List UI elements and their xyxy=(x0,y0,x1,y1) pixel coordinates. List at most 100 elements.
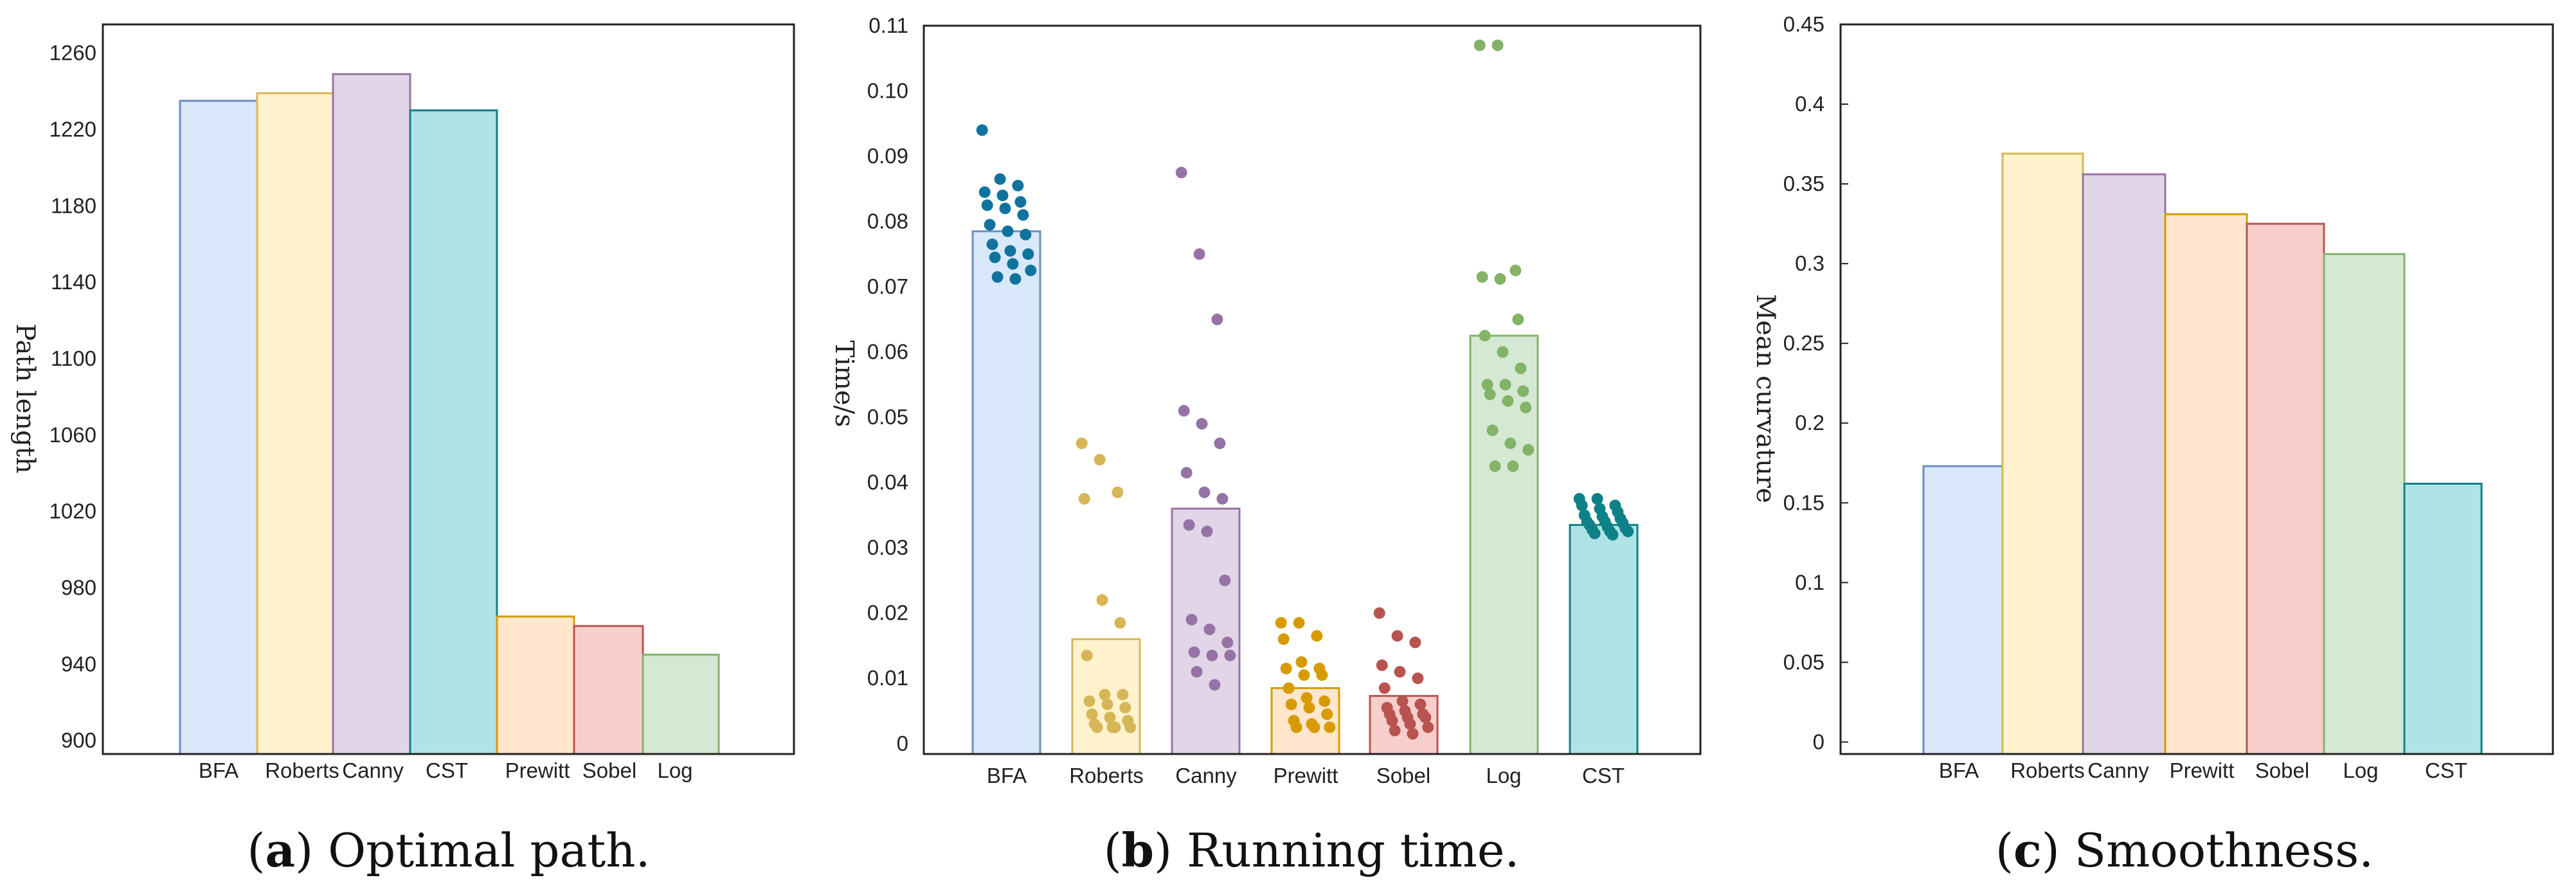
point-prewitt xyxy=(1321,708,1333,721)
x-tick-label-cst: CST xyxy=(1582,764,1625,787)
bar-sobel xyxy=(573,625,644,755)
point-sobel xyxy=(1414,698,1427,710)
point-bfa xyxy=(1017,209,1029,221)
point-prewitt xyxy=(1319,695,1331,707)
point-log xyxy=(1517,385,1529,397)
point-prewitt xyxy=(1277,633,1290,645)
point-log xyxy=(1497,346,1509,358)
point-prewitt xyxy=(1303,701,1315,714)
point-sobel xyxy=(1391,630,1403,642)
caption-a: (a) Optimal path. xyxy=(247,823,650,877)
point-log xyxy=(1515,363,1527,374)
x-tick-label-log: Log xyxy=(1486,764,1521,787)
point-prewitt xyxy=(1280,663,1292,674)
point-bfa xyxy=(1007,258,1019,270)
caption-c-letter: c xyxy=(2013,823,2042,877)
chart-c-ylabel: Mean curvature xyxy=(1751,294,1780,503)
point-canny xyxy=(1219,574,1231,586)
point-bfa xyxy=(976,124,988,136)
x-tick-label-bfa: BFA xyxy=(1939,759,1979,782)
y-tick-label: 0.35 xyxy=(1783,172,1824,195)
point-bfa xyxy=(996,190,1009,201)
point-log xyxy=(1499,379,1511,391)
point-sobel xyxy=(1389,724,1401,737)
point-roberts xyxy=(1091,721,1103,733)
point-log xyxy=(1522,444,1535,456)
point-bfa xyxy=(1022,248,1034,260)
point-canny xyxy=(1209,679,1221,691)
chart-a-frame xyxy=(102,23,795,755)
point-roberts xyxy=(1109,721,1121,733)
point-bfa xyxy=(978,186,991,198)
point-roberts xyxy=(1076,437,1088,449)
point-log xyxy=(1486,424,1499,436)
point-log xyxy=(1491,39,1504,51)
y-tick-label: 0.01 xyxy=(867,666,908,690)
y-tick-label: 0 xyxy=(897,732,908,755)
y-tick-label: 0.06 xyxy=(867,340,908,364)
point-canny xyxy=(1180,467,1193,479)
bar-log xyxy=(642,653,720,755)
point-log xyxy=(1481,379,1493,391)
bar-log xyxy=(2323,253,2406,755)
point-canny xyxy=(1175,166,1187,179)
point-log xyxy=(1512,313,1524,325)
point-bfa xyxy=(986,238,998,251)
y-tick-label: 0.03 xyxy=(867,535,908,559)
x-tick-label-log: Log xyxy=(2343,759,2378,782)
y-tick-label: 940 xyxy=(61,652,96,676)
caption-a-letter: a xyxy=(266,823,296,877)
point-roberts xyxy=(1124,721,1137,733)
x-tick-label-bfa: BFA xyxy=(987,764,1027,787)
y-tick-label: 0.4 xyxy=(1795,92,1824,116)
caption-c: (c) Smoothness. xyxy=(1995,823,2373,877)
point-sobel xyxy=(1412,672,1424,685)
point-roberts xyxy=(1083,695,1095,707)
y-tick-label: 980 xyxy=(61,576,96,600)
point-sobel xyxy=(1376,659,1388,671)
point-roberts xyxy=(1104,712,1116,724)
bar-cst xyxy=(2403,482,2483,755)
point-bfa xyxy=(1009,273,1022,285)
point-log xyxy=(1484,388,1496,400)
x-tick-label-canny: Canny xyxy=(2087,759,2149,782)
point-prewitt xyxy=(1308,721,1320,733)
point-cst xyxy=(1607,528,1619,541)
point-bfa xyxy=(994,173,1006,185)
point-bfa xyxy=(1002,225,1014,237)
y-tick-label: 0.05 xyxy=(1783,650,1824,674)
point-prewitt xyxy=(1298,669,1310,681)
y-tick-label: 0.2 xyxy=(1795,411,1824,435)
point-roberts xyxy=(1117,688,1129,701)
point-log xyxy=(1507,460,1519,472)
bar-sobel xyxy=(2246,222,2325,755)
y-tick-label: 900 xyxy=(61,728,96,752)
point-log xyxy=(1489,460,1501,472)
x-tick-label-prewitt: Prewitt xyxy=(1274,764,1338,787)
point-roberts xyxy=(1099,688,1111,701)
point-canny xyxy=(1191,666,1203,678)
x-tick-label-sobel: Sobel xyxy=(582,759,636,782)
y-tick-label: 0.3 xyxy=(1795,251,1824,275)
point-canny xyxy=(1214,437,1226,449)
point-sobel xyxy=(1394,666,1406,678)
point-bfa xyxy=(989,251,1001,264)
y-tick-label: 0.25 xyxy=(1783,331,1824,355)
y-tick-label: 0.09 xyxy=(867,144,908,168)
point-canny xyxy=(1188,646,1200,658)
y-tick-label: 0 xyxy=(1813,730,1824,753)
caption-b: (b) Running time. xyxy=(1104,823,1520,877)
bar-bfa xyxy=(1922,465,2004,755)
y-tick-label: 0.11 xyxy=(869,13,908,37)
point-roberts xyxy=(1078,493,1090,505)
point-bfa xyxy=(984,219,996,231)
y-tick-label: 0.04 xyxy=(867,471,908,494)
x-tick-label-log: Log xyxy=(657,759,692,782)
point-roberts xyxy=(1114,616,1126,629)
point-bfa xyxy=(991,271,1004,283)
y-tick-label: 0.1 xyxy=(1795,570,1824,594)
point-canny xyxy=(1198,486,1211,498)
point-cst xyxy=(1622,525,1634,537)
point-roberts xyxy=(1101,698,1113,710)
